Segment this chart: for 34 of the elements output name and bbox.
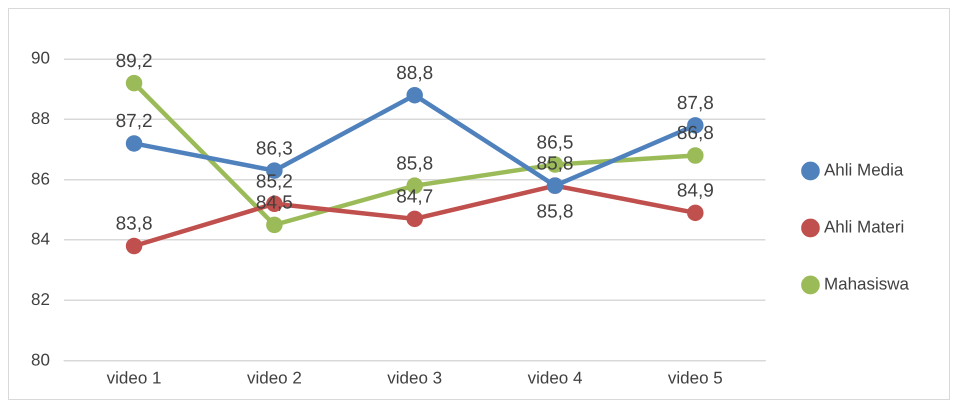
data-label: 89,2	[116, 50, 153, 72]
point	[126, 238, 142, 254]
point	[687, 147, 704, 164]
legend-label: Ahli Materi	[824, 218, 904, 237]
data-label: 87,2	[116, 111, 153, 132]
x-tick-label: video 3	[387, 368, 442, 388]
x-tick-label: video 5	[668, 368, 723, 388]
x-tick-label: video 2	[246, 368, 302, 388]
x-tick-label: video 4	[528, 368, 582, 388]
point	[266, 216, 283, 234]
y-tick-label: 82	[30, 290, 50, 309]
legend-label: Mahasiswa	[824, 274, 910, 294]
data-label: 84,9	[676, 180, 714, 202]
data-label: 87,8	[676, 93, 714, 114]
data-label: 83,8	[116, 214, 153, 235]
data-label: 85,8	[536, 201, 574, 222]
data-label: 85,2	[256, 172, 293, 192]
x-tick-label: video 1	[106, 368, 162, 388]
data-label: 84,7	[396, 186, 434, 208]
point	[687, 204, 704, 222]
point	[126, 135, 142, 152]
y-tick-label: 86	[30, 169, 50, 188]
y-tick-label: 88	[30, 109, 50, 128]
legend-label: Ahli Media	[824, 160, 904, 180]
data-label: 88,8	[396, 62, 434, 84]
y-tick-label: 80	[30, 350, 50, 370]
point	[406, 86, 423, 104]
data-label: 86,3	[256, 138, 293, 160]
point	[406, 210, 423, 228]
y-tick-label: 90	[30, 48, 50, 68]
y-tick-label: 84	[30, 230, 50, 249]
data-label: 86,5	[536, 132, 574, 154]
point	[126, 74, 142, 92]
data-label: 85,8	[396, 153, 434, 174]
